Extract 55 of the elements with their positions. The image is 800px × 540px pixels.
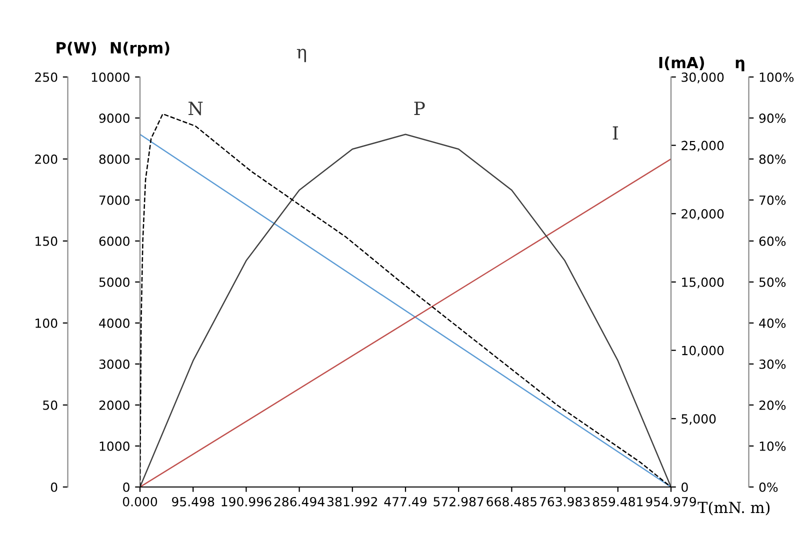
x-tick-label: 381.992 bbox=[328, 496, 377, 506]
y3-tick-label: 200 bbox=[35, 154, 58, 164]
y-axis-title: η bbox=[736, 60, 744, 72]
y-tick-label: 4000 bbox=[99, 318, 130, 328]
y-tick-label: 6000 bbox=[99, 236, 130, 246]
y3-axis-title: P(W) bbox=[56, 42, 96, 56]
x-tick-label: 0.000 bbox=[122, 496, 158, 506]
x-tick-label: 572.987 bbox=[434, 496, 484, 506]
y2-tick-label: 25,000 bbox=[682, 140, 724, 152]
y-tick-label: 10% bbox=[760, 441, 786, 451]
x-tick-label: 190.996 bbox=[222, 496, 272, 506]
x-tick-label: 286.494 bbox=[274, 496, 324, 506]
y2-tick-label: 0 bbox=[682, 482, 688, 492]
y3-tick-label: 150 bbox=[36, 236, 58, 246]
y-tick-label: 9000 bbox=[99, 113, 130, 123]
y3-tick-label: 250 bbox=[35, 72, 58, 82]
x-tick-label: 954.979 bbox=[646, 496, 696, 506]
y-tick-label: 70% bbox=[760, 195, 786, 205]
y3-tick-label: 50 bbox=[43, 400, 58, 410]
x-tick-label: 763.983 bbox=[540, 496, 590, 506]
y2-tick-label: 15,000 bbox=[682, 277, 724, 288]
y2-tick-label: 5,000 bbox=[682, 414, 716, 425]
x-tick-label: 668.485 bbox=[486, 496, 536, 506]
y2-tick-label: 10,000 bbox=[682, 346, 724, 357]
y2-tick-label: 20,000 bbox=[682, 209, 724, 220]
y-tick-label: 40% bbox=[759, 318, 786, 328]
y-tick-label: 0% bbox=[759, 482, 778, 492]
y-tick-label: 7000 bbox=[99, 195, 130, 205]
x-tick-label: 859.481 bbox=[592, 496, 643, 506]
y3-tick-label: 0 bbox=[50, 482, 58, 492]
x-tick-label: 95.498 bbox=[172, 496, 214, 506]
y3-tick-label: 100 bbox=[36, 318, 58, 328]
text: η bbox=[296, 48, 306, 62]
y-tick-label: 3000 bbox=[99, 359, 130, 369]
y-axis-title: N(rpm) bbox=[110, 42, 170, 56]
y-tick-label: 100% bbox=[760, 72, 794, 82]
x-tick-label: 477.49 bbox=[384, 496, 426, 506]
y-tick-label: 2000 bbox=[99, 400, 130, 410]
x-axis-title: T(mN. m) bbox=[698, 501, 770, 516]
text: I bbox=[612, 126, 618, 140]
y-tick-label: 1000 bbox=[100, 441, 130, 451]
y2-tick-label: 30,000 bbox=[682, 72, 724, 84]
y-tick-label: 8000 bbox=[99, 154, 130, 164]
y-tick-label: 0 bbox=[123, 482, 130, 492]
y-tick-label: 80% bbox=[759, 154, 786, 164]
y-tick-label: 90% bbox=[759, 113, 786, 123]
y-tick-label: 10000 bbox=[92, 72, 130, 82]
y2-axis-title: I(mA) bbox=[659, 56, 704, 70]
y-tick-label: 50% bbox=[759, 277, 786, 287]
y-tick-label: 60% bbox=[759, 236, 786, 246]
y-tick-label: 5000 bbox=[99, 277, 130, 287]
y-tick-label: 30% bbox=[759, 359, 786, 369]
y-tick-label: 20% bbox=[759, 400, 786, 410]
series-label: P bbox=[414, 102, 425, 115]
text: N bbox=[188, 102, 203, 116]
